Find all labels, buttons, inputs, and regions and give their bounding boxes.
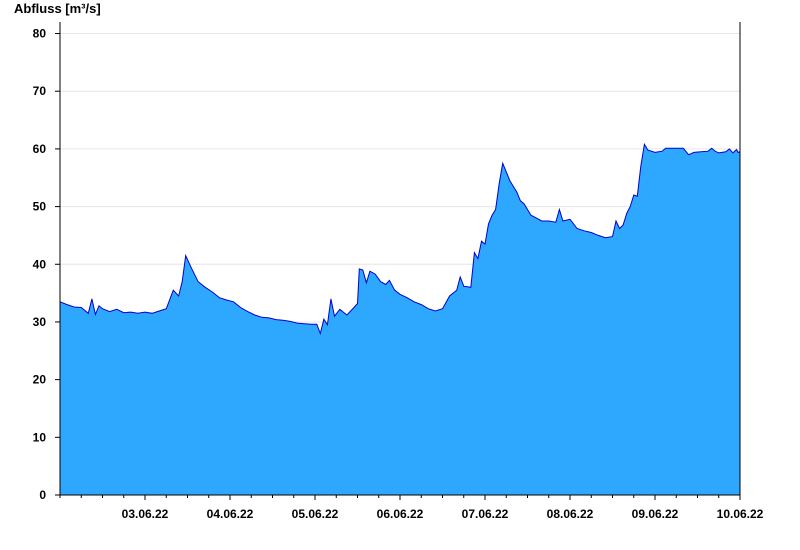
y-tick-label: 70 — [33, 84, 47, 98]
y-tick-label: 0 — [39, 488, 46, 502]
x-tick-label: 08.06.22 — [547, 507, 594, 521]
x-tick-label: 09.06.22 — [632, 507, 679, 521]
y-tick-label: 60 — [33, 142, 47, 156]
y-tick-label: 50 — [33, 200, 47, 214]
x-tick-label: 10.06.22 — [717, 507, 764, 521]
discharge-area — [60, 144, 740, 496]
y-tick-label: 30 — [33, 315, 47, 329]
x-tick-label: 07.06.22 — [462, 507, 509, 521]
x-tick-label: 05.06.22 — [292, 507, 339, 521]
x-tick-label: 03.06.22 — [122, 507, 169, 521]
y-tick-label: 10 — [33, 430, 47, 444]
x-tick-label: 06.06.22 — [377, 507, 424, 521]
discharge-line — [59, 142, 741, 336]
x-tick-label: 04.06.22 — [207, 507, 254, 521]
y-axis-title: Abfluss [m³/s] — [14, 1, 101, 16]
y-tick-label: 80 — [33, 27, 47, 41]
y-tick-label: 20 — [33, 373, 47, 387]
y-tick-label: 40 — [33, 257, 47, 271]
